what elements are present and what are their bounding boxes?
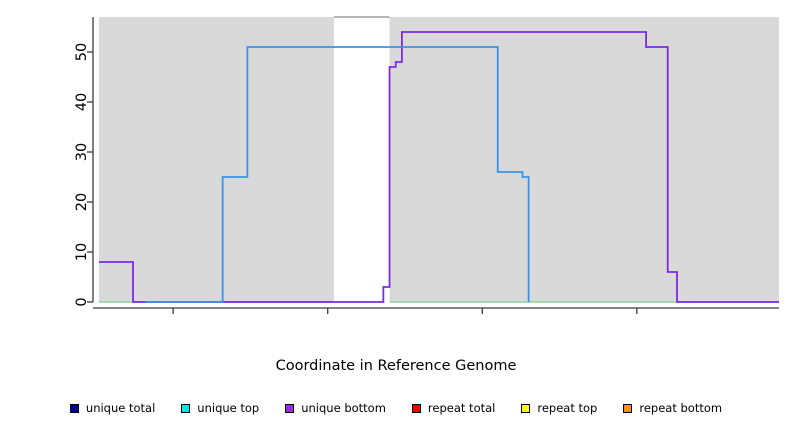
legend-swatch-icon: [521, 403, 531, 413]
coverage-depth-plot: 010203040501552750155280015528501552900: [74, 16, 779, 314]
svg-text:30: 30: [74, 143, 90, 161]
axis-lines: [92, 17, 779, 309]
svg-text:0: 0: [74, 297, 90, 306]
svg-text:10: 10: [74, 243, 90, 261]
panel-background: [99, 16, 779, 302]
legend-swatch-icon: [411, 403, 421, 413]
legend-swatch-icon: [285, 403, 295, 413]
plot-area: 010203040501552750155280015528501552900 …: [74, 16, 779, 314]
legend-item-unique-total[interactable]: unique total: [69, 401, 156, 415]
legend-swatch-icon: [69, 403, 79, 413]
svg-text:20: 20: [74, 193, 90, 211]
legend-item-repeat-total[interactable]: repeat total: [411, 401, 496, 415]
legend-swatch-icon: [623, 403, 633, 413]
svg-text:40: 40: [74, 93, 90, 111]
svg-text:50: 50: [74, 43, 90, 61]
legend-item-label: unique top: [197, 401, 260, 415]
legend-item-label: repeat bottom: [639, 401, 723, 415]
legend-item-unique-top[interactable]: unique top: [181, 401, 259, 415]
legend-swatch-icon: [181, 403, 191, 413]
chart-legend: unique total unique top unique bottom repea…: [0, 398, 792, 418]
legend-item-label: unique bottom: [301, 401, 386, 415]
legend-item-repeat-bottom[interactable]: repeat bottom: [623, 401, 722, 415]
legend-item-label: repeat total: [427, 401, 496, 415]
data-traces: [99, 31, 779, 303]
legend-item-label: unique total: [85, 401, 156, 415]
axis-ticks: 010203040501552750155280015528501552900: [74, 43, 638, 314]
legend-item-label: repeat top: [537, 401, 598, 415]
x-axis-label: Coordinate in Reference Genome: [275, 358, 517, 374]
legend-item-repeat-top[interactable]: repeat top: [521, 401, 597, 415]
legend-item-unique-bottom[interactable]: unique bottom: [285, 401, 386, 415]
